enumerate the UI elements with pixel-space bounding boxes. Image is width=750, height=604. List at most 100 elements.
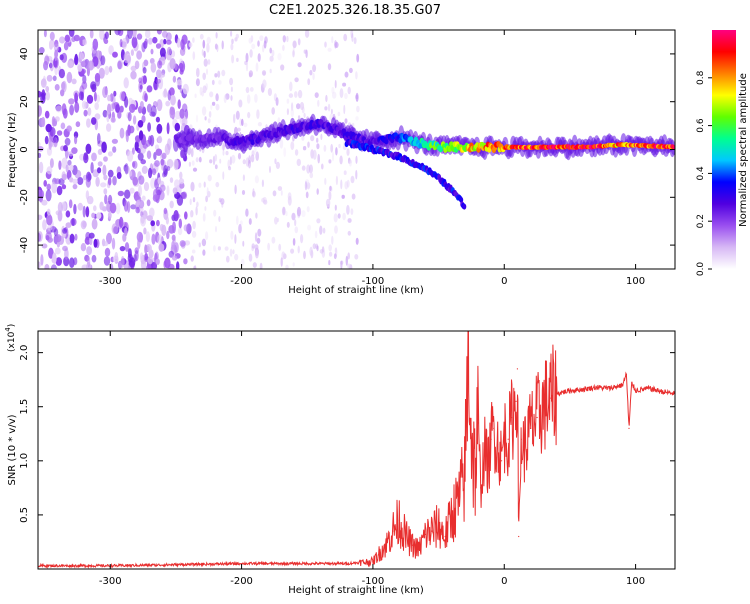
spectrogram-cell — [290, 141, 295, 151]
spectrogram-cell — [252, 190, 256, 198]
spectrogram-cell — [191, 160, 195, 166]
spectrogram-cell — [230, 86, 233, 93]
spectrogram-cell — [194, 264, 197, 269]
spectrogram-cell — [190, 255, 194, 262]
spectrogram-cell — [146, 264, 152, 269]
spectrogram-cell — [173, 210, 179, 222]
spectrogram-cell — [159, 47, 166, 58]
spectrogram-ytick-label: -40 — [19, 237, 30, 253]
branch-cell — [462, 203, 467, 210]
spectrogram-cell — [344, 118, 348, 124]
spectrogram-cell — [277, 52, 282, 61]
spectrogram-cell — [176, 79, 183, 86]
spectrogram-cell — [157, 177, 162, 185]
spectrogram-cell — [180, 38, 185, 50]
spectrogram-cell — [97, 167, 102, 174]
spectrogram-cell — [127, 150, 134, 162]
spectrogram-cell — [64, 248, 69, 260]
spectrogram-cell — [332, 91, 337, 99]
snr-point — [516, 368, 519, 370]
snr-point — [392, 530, 394, 532]
spectrogram-cell — [143, 227, 147, 235]
spectrogram-cell — [163, 88, 167, 98]
spectrogram-cell — [155, 258, 160, 265]
spectrogram-cell — [73, 34, 81, 42]
spectrogram-cell — [251, 150, 255, 157]
spectrogram-cell — [115, 202, 121, 215]
spectrogram-cell — [279, 139, 284, 149]
spectrogram-cell — [130, 65, 137, 72]
spectrogram-cell — [347, 218, 352, 223]
spectrogram-cell — [218, 80, 222, 85]
spectrogram-cell — [91, 212, 96, 219]
spectrogram-cell — [346, 179, 350, 188]
spectrogram-cell — [207, 59, 211, 65]
spectrogram-cell — [58, 160, 62, 170]
spectrogram-cell — [59, 36, 66, 44]
spectrogram-cell — [108, 194, 113, 205]
spectrogram-cell — [294, 149, 299, 156]
spectrogram-cell — [156, 219, 160, 227]
spectrogram-cell — [73, 55, 79, 66]
spectrogram-cell — [344, 92, 348, 100]
spectrogram-cell — [117, 60, 122, 70]
spectrogram-cell — [117, 190, 125, 197]
spectrogram-cell — [96, 212, 102, 220]
spectrogram-cell — [305, 179, 310, 185]
spectrogram-cell — [146, 215, 153, 222]
snr-panel: -300 -200 -100 0 100 0.5 1.0 1.5 2.0 Height of s… — [4, 324, 676, 596]
spectrogram-cell — [128, 257, 136, 268]
spectrogram-cell — [167, 89, 171, 101]
spectrogram-cell — [344, 71, 349, 78]
spectrogram-cell — [149, 207, 155, 218]
spectrogram-cell — [199, 86, 203, 96]
spectrogram-cell — [166, 122, 170, 135]
spectrogram-cell — [303, 250, 306, 260]
spectrogram-cell — [119, 38, 123, 48]
spectrogram-cell — [286, 221, 290, 228]
spectrogram-cell — [195, 157, 199, 163]
spectrogram-cell — [136, 199, 141, 206]
spectrogram-cell — [234, 234, 237, 244]
snr-series — [38, 331, 675, 569]
spectrogram-cell — [201, 49, 204, 56]
spectrogram-cell — [346, 148, 350, 156]
spectrogram-cell — [123, 51, 130, 64]
spectrogram-cell — [179, 171, 183, 180]
spectrogram-cell — [81, 81, 88, 90]
spectrogram-cell — [160, 184, 166, 192]
spectrogram-cell — [44, 55, 50, 66]
spectrogram-cell — [104, 31, 109, 40]
snr-xtick-label: 0 — [501, 576, 507, 587]
spectrogram-cell — [292, 40, 297, 48]
spectrogram-cell — [207, 174, 212, 182]
spectrogram-cell — [77, 202, 84, 211]
spectrogram-cell — [179, 240, 186, 247]
spectrogram-cell — [316, 143, 320, 150]
colorbar-label: Normalized spectral amplitude — [738, 73, 749, 227]
spectrogram-cell — [347, 86, 351, 95]
spectrogram-cell — [71, 147, 78, 155]
spectrogram-cell — [161, 152, 167, 160]
spectrogram-cell — [337, 111, 341, 117]
spectrogram-cell — [72, 183, 78, 190]
spectrogram-cell — [152, 168, 157, 176]
spectrogram-cell — [269, 55, 274, 62]
spectrogram-cell — [151, 233, 156, 245]
spectrogram-cell — [53, 56, 59, 69]
spectrogram-cell — [111, 138, 118, 144]
spectrogram-cell — [102, 164, 107, 177]
spectrogram-cell — [217, 246, 221, 251]
spectrogram-cell — [96, 94, 100, 103]
spectrogram-cell — [323, 144, 327, 152]
spectrogram-cell — [46, 166, 53, 175]
spectrogram-cell — [49, 39, 55, 48]
spectrogram-cell — [217, 70, 221, 78]
spectrogram-cell — [349, 67, 353, 74]
spectrogram-cell — [315, 243, 319, 250]
spectrogram-cell — [99, 30, 105, 40]
spectrogram-cell — [248, 37, 253, 44]
spectrogram-cell — [49, 59, 54, 72]
spectrogram-cell — [74, 92, 78, 104]
